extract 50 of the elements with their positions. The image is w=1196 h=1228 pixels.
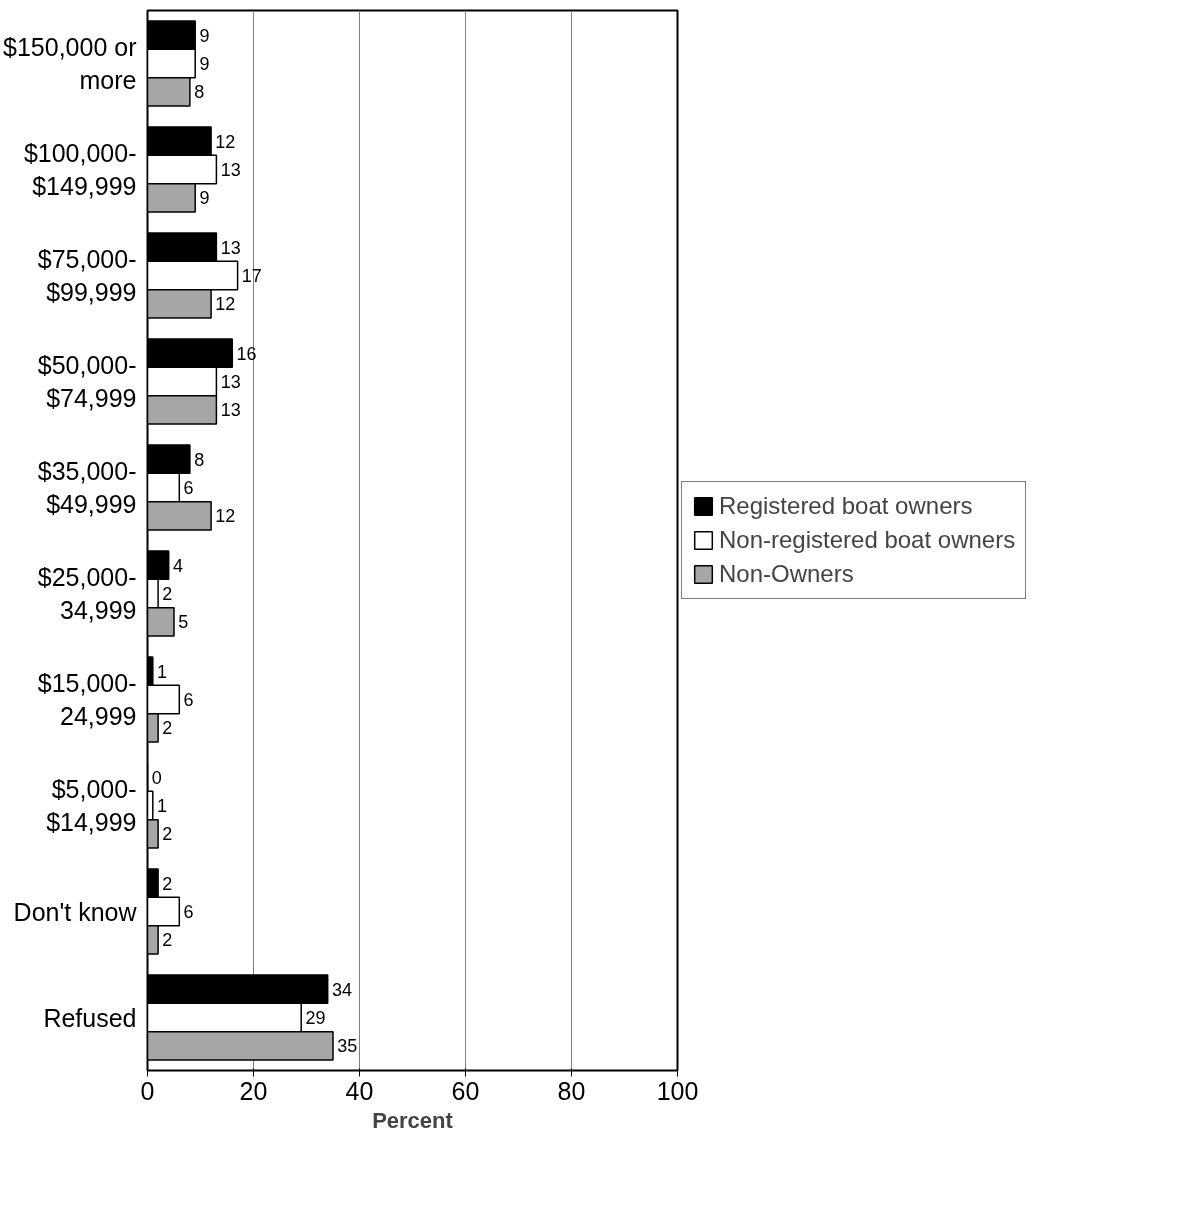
y-tick-label: Don't know: [13, 897, 138, 926]
data-label: 9: [199, 54, 210, 74]
data-label: 35: [337, 1036, 358, 1057]
data-label: 12: [215, 294, 236, 315]
data-label: 1: [157, 796, 168, 816]
data-label: 9: [199, 188, 210, 209]
data-label: 34: [331, 979, 352, 1000]
data-label: 2: [162, 824, 173, 845]
data-label: 1: [157, 661, 168, 682]
data-label: 13: [220, 237, 241, 258]
data-label: 6: [183, 690, 194, 710]
data-label: 8: [194, 82, 205, 103]
y-tick-label: $100,000-$149,999: [23, 138, 137, 201]
x-tick-label: 20: [239, 1076, 268, 1105]
y-tick-label: $35,000-$49,999: [37, 456, 137, 519]
data-label: 4: [172, 555, 183, 576]
data-label: 13: [220, 400, 241, 421]
data-label: 12: [215, 131, 236, 152]
y-tick-label: $15,000-24,999: [37, 668, 137, 731]
x-tick-label: 0: [140, 1076, 155, 1105]
x-axis-title: Percent: [372, 1107, 454, 1133]
legend-label: Registered boat owners: [719, 492, 973, 520]
data-label: 5: [178, 612, 189, 633]
data-label: 0: [151, 767, 162, 788]
y-tick-label: $50,000-$74,999: [37, 350, 137, 413]
y-tick-label: $75,000-$99,999: [37, 244, 137, 307]
data-label: 17: [241, 266, 262, 286]
data-label: 9: [199, 25, 210, 46]
y-tick-label: $25,000-34,999: [37, 562, 137, 625]
data-label: 16: [236, 343, 257, 364]
x-tick-label: 40: [345, 1076, 374, 1105]
data-label: 13: [220, 160, 241, 180]
data-label: 2: [162, 718, 173, 739]
y-tick-label: $150,000 or more: [3, 32, 137, 95]
x-tick-label: 80: [557, 1076, 586, 1105]
legend-label: Non-registered boat owners: [719, 526, 1016, 554]
y-tick-label: $5,000-$14,999: [46, 774, 137, 837]
data-label: 6: [183, 902, 194, 922]
data-label: 13: [220, 372, 241, 392]
data-label: 29: [305, 1008, 326, 1028]
data-label: 6: [183, 478, 194, 498]
data-label: 2: [162, 930, 173, 951]
x-tick-label: 100: [656, 1076, 699, 1105]
data-label: 2: [162, 873, 173, 894]
data-label: 12: [215, 506, 236, 527]
data-label: 2: [162, 584, 173, 604]
y-tick-label: Refused: [43, 1003, 137, 1032]
x-tick-label: 60: [451, 1076, 480, 1105]
legend-label: Non-Owners: [719, 560, 854, 588]
data-label: 8: [194, 449, 205, 470]
